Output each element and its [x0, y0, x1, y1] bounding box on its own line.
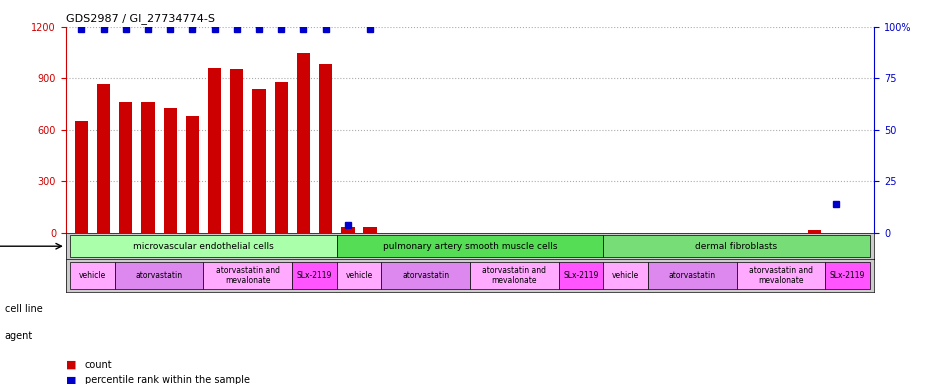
Text: vehicle: vehicle	[345, 271, 372, 280]
Bar	[825, 262, 870, 290]
Bar	[74, 121, 88, 233]
Bar	[737, 262, 825, 290]
Text: count: count	[85, 360, 112, 370]
Bar	[319, 64, 333, 233]
Bar	[230, 69, 243, 233]
Text: vehicle: vehicle	[612, 271, 639, 280]
Bar	[208, 68, 221, 233]
Text: SLx-2119: SLx-2119	[297, 271, 332, 280]
Text: dermal fibroblasts: dermal fibroblasts	[696, 242, 777, 251]
Bar	[252, 89, 266, 233]
Text: SLx-2119: SLx-2119	[563, 271, 599, 280]
Bar	[70, 262, 115, 290]
Bar	[115, 262, 203, 290]
Text: vehicle: vehicle	[79, 271, 106, 280]
Text: atorvastatin and
mevalonate: atorvastatin and mevalonate	[482, 266, 546, 285]
Bar	[337, 262, 381, 290]
Text: cell line: cell line	[5, 304, 42, 314]
Text: ■: ■	[66, 360, 76, 370]
Bar	[648, 262, 737, 290]
Text: GDS2987 / GI_27734774-S: GDS2987 / GI_27734774-S	[66, 13, 215, 24]
Bar	[292, 262, 337, 290]
Text: SLx-2119: SLx-2119	[830, 271, 865, 280]
Bar	[274, 82, 288, 233]
Text: atorvastatin: atorvastatin	[668, 271, 715, 280]
Bar	[364, 227, 377, 233]
Bar	[164, 108, 177, 233]
Text: atorvastatin and
mevalonate: atorvastatin and mevalonate	[749, 266, 813, 285]
Bar	[603, 262, 648, 290]
Text: pulmonary artery smooth muscle cells: pulmonary artery smooth muscle cells	[383, 242, 557, 251]
Bar	[70, 235, 337, 257]
Bar	[203, 262, 292, 290]
Bar	[341, 227, 354, 233]
Text: atorvastatin: atorvastatin	[402, 271, 449, 280]
Text: agent: agent	[5, 331, 33, 341]
Bar	[603, 235, 870, 257]
Text: microvascular endothelial cells: microvascular endothelial cells	[133, 242, 274, 251]
Bar	[97, 84, 110, 233]
Bar	[381, 262, 470, 290]
Bar	[141, 103, 155, 233]
Text: atorvastatin: atorvastatin	[135, 271, 182, 280]
Text: atorvastatin and
mevalonate: atorvastatin and mevalonate	[216, 266, 280, 285]
Bar	[119, 103, 133, 233]
Bar	[186, 116, 199, 233]
Text: percentile rank within the sample: percentile rank within the sample	[85, 375, 250, 384]
Bar	[337, 235, 603, 257]
Bar	[807, 230, 821, 233]
Bar	[470, 262, 559, 290]
Text: ■: ■	[66, 375, 76, 384]
Bar	[297, 53, 310, 233]
Bar	[559, 262, 603, 290]
